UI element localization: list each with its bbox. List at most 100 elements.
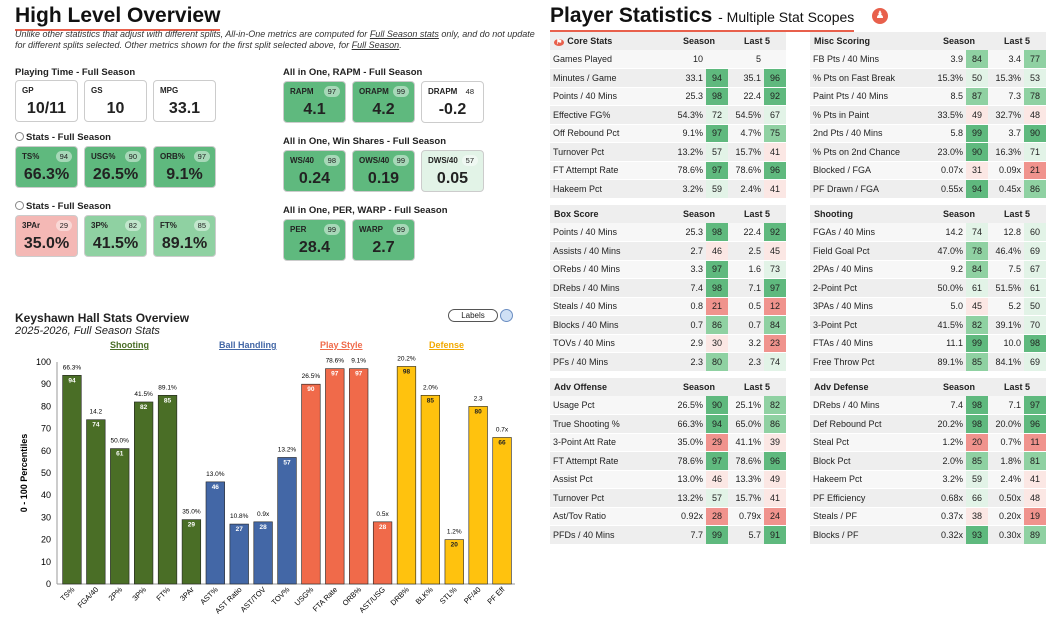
stat-percentile: 28 [706, 507, 728, 526]
bar-percentile-label: 85 [164, 397, 172, 404]
table-row: Usage Pct 26.5% 90 25.1% 82 [550, 396, 786, 415]
bar-percentile-label: 97 [355, 371, 363, 378]
stat-value: 7.5 [988, 260, 1024, 279]
bar-usg- [301, 383, 321, 585]
stat-percentile: 73 [764, 260, 786, 279]
stat-value: 84.1% [988, 352, 1024, 372]
stat-percentile: 82 [764, 396, 786, 415]
bar-percentile-label: 29 [188, 522, 196, 529]
table-header: Adv Offense [550, 378, 670, 396]
card-label: ORB% [160, 152, 185, 161]
stat-name: Def Rebound Pct [810, 414, 930, 434]
stat-percentile: 98 [706, 278, 728, 298]
bar-drb- [396, 366, 417, 585]
stat-card-per: PER 28.4 99 [283, 219, 346, 261]
stat-name: Minutes / Game [550, 68, 670, 88]
stat-value: 2.3 [670, 352, 706, 372]
column-header: Last 5 [728, 378, 786, 396]
card-label: PER [290, 225, 307, 234]
stat-card-ts-: TS% 66.3% 94 [15, 146, 78, 188]
bar-percentile-label: 57 [283, 459, 291, 466]
stat-percentile: 70 [1024, 315, 1046, 335]
stat-percentile [764, 50, 786, 69]
stat-percentile: 72 [706, 105, 728, 125]
stat-percentile: 94 [706, 414, 728, 434]
table-header: Misc Scoring [810, 32, 930, 50]
stat-name: Steal Pct [810, 433, 930, 452]
table-row: Def Rebound Pct 20.2% 98 20.0% 96 [810, 414, 1046, 434]
stats-section-2[interactable]: Stats - Full Season [15, 201, 111, 212]
table-row: Blocked / FGA 0.07x 31 0.09x 21 [810, 161, 1046, 180]
stat-card-ft-: FT% 89.1% 85 [153, 215, 216, 257]
stat-value: 78.6% [728, 451, 764, 471]
stat-card-warp: WARP 2.7 99 [352, 219, 415, 261]
card-percentile: 99 [323, 224, 340, 235]
stat-value: 16.3% [988, 142, 1024, 162]
stat-value: 65.0% [728, 414, 764, 434]
bar-ast-usg [372, 521, 393, 585]
stat-value: 0.7 [728, 315, 764, 335]
stat-name: DRebs / 40 Mins [550, 278, 670, 298]
stat-name: True Shooting % [550, 414, 670, 434]
card-value: 33.1 [168, 100, 201, 117]
stats-section-1[interactable]: Stats - Full Season [15, 132, 111, 143]
labels-toggle[interactable]: Labels [448, 309, 498, 322]
overview-title: High Level Overview [15, 4, 221, 31]
stat-percentile: 97 [706, 124, 728, 143]
table-header: Shooting [810, 205, 930, 223]
stat-percentile: 61 [966, 278, 988, 298]
column-header: Last 5 [728, 32, 786, 50]
stat-percentile: 91 [764, 525, 786, 545]
card-label: MPG [160, 86, 179, 95]
card-label: DRAPM [428, 87, 458, 96]
bar-data-label: 9.1% [351, 358, 366, 365]
stat-name: % Pts on 2nd Chance [810, 142, 930, 162]
stat-value: 3.2 [728, 334, 764, 353]
stat-name: 3PAs / 40 Mins [810, 297, 930, 316]
stat-card-ws-40: WS/40 0.24 98 [283, 150, 346, 192]
card-value: 89.1% [161, 235, 208, 252]
stat-value: 0.8 [670, 297, 706, 316]
stat-percentile: 57 [706, 488, 728, 508]
table-shooting: Shooting Season Last 5 FGAs / 40 Mins 14.2 74… [810, 205, 1046, 372]
stat-name: Blocks / PF [810, 525, 930, 545]
card-value: 4.1 [303, 101, 326, 118]
stat-percentile: 86 [764, 414, 786, 434]
table-adv-defense: Adv Defense Season Last 5 DRebs / 40 Mins 7.… [810, 378, 1046, 545]
stat-percentile: 81 [1024, 451, 1046, 471]
stat-percentile: 23 [764, 334, 786, 353]
stat-name: Assist Pct [550, 470, 670, 489]
bar-data-label: 0.5x [376, 511, 389, 518]
column-header: Season [670, 32, 728, 50]
bar-3p- [134, 401, 154, 585]
bar-ft- [157, 394, 178, 585]
stat-percentile: 94 [706, 68, 728, 88]
bar-tov- [277, 457, 297, 585]
card-percentile: 90 [124, 151, 141, 162]
stat-value: 1.8% [988, 451, 1024, 471]
stat-value: 0.07x [930, 161, 966, 180]
table-row: Points / 40 Mins 25.3 98 22.4 92 [550, 223, 786, 242]
bar-percentile-label: 66 [498, 439, 506, 446]
stat-percentile: 97 [1024, 396, 1046, 415]
x-tick-label: FT% [154, 585, 172, 603]
stat-value: 2.9 [670, 334, 706, 353]
stat-percentile: 99 [706, 525, 728, 545]
table-row: TOVs / 40 Mins 2.9 30 3.2 23 [550, 334, 786, 353]
table-row: 2-Point Pct 50.0% 61 51.5% 61 [810, 278, 1046, 298]
stat-percentile: 78 [1024, 87, 1046, 106]
y-tick-label: 90 [41, 379, 51, 389]
card-percentile: 97 [193, 151, 210, 162]
labels-toggle-switch[interactable] [500, 309, 513, 322]
column-header: Season [930, 32, 988, 50]
column-header: Last 5 [728, 205, 786, 223]
stat-value: 12.8 [988, 223, 1024, 242]
stat-percentile: 98 [1024, 334, 1046, 353]
player-icon[interactable]: ♟ [872, 8, 888, 24]
table-row: PF Efficiency 0.68x 66 0.50x 48 [810, 488, 1046, 508]
stat-percentile: 84 [966, 260, 988, 279]
stat-value: 0.68x [930, 488, 966, 508]
stat-value: 0.20x [988, 507, 1024, 526]
stat-percentile: 11 [1024, 433, 1046, 452]
stat-value: 0.5 [728, 297, 764, 316]
